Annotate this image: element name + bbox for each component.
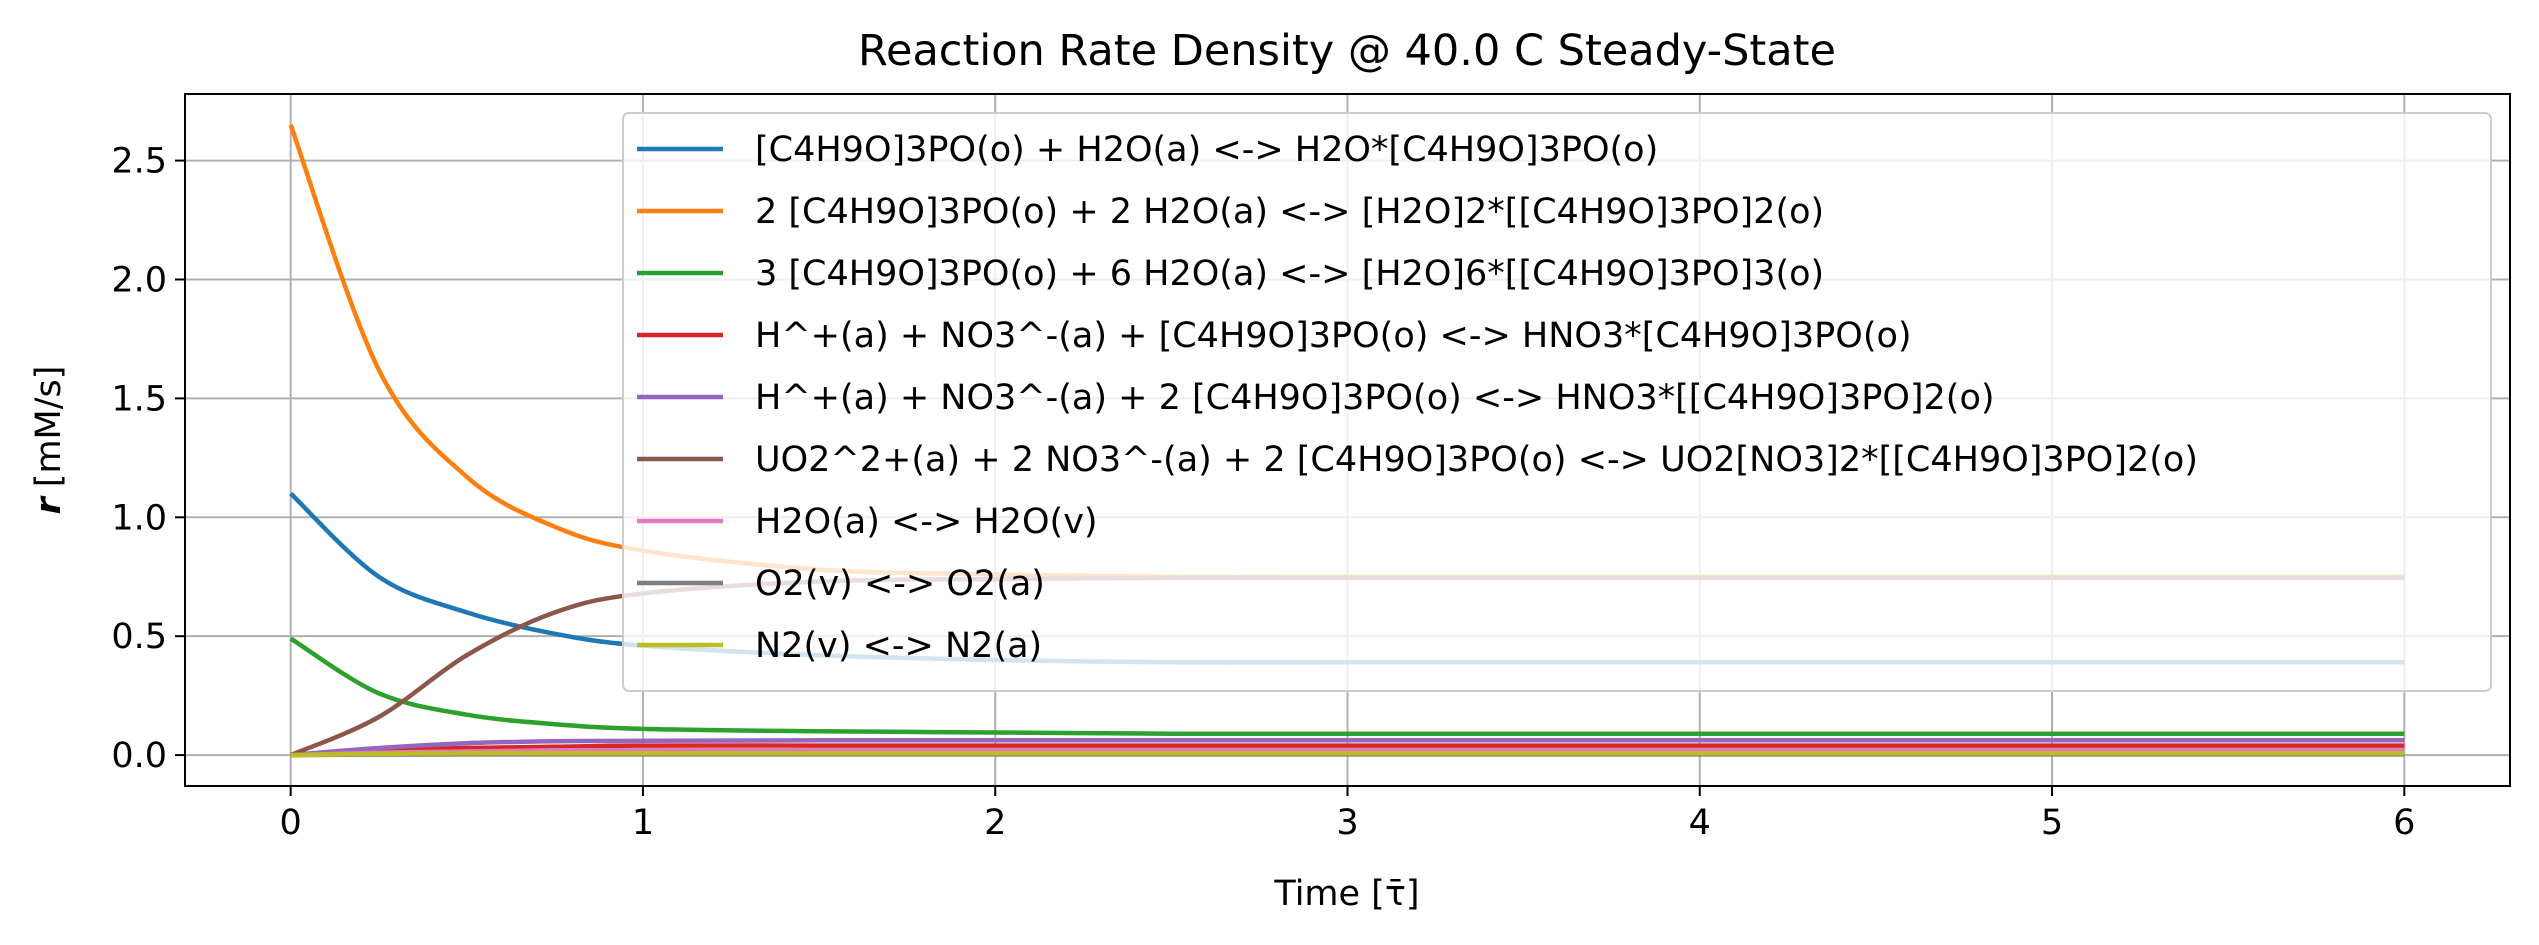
y-axis: 0.0 0.5 1.0 1.5 2.0 2.5: [111, 142, 185, 776]
x-tick-label: 6: [2393, 803, 2415, 843]
y-tick-label: 2.0: [111, 260, 167, 300]
series-line-4: [290, 743, 2405, 758]
legend-label: 2 [C4H9O]3PO(o) + 2 H2O(a) <-> [H2O]2*[[…: [755, 192, 1824, 232]
x-tick-label: 0: [280, 803, 302, 843]
x-tick-label: 3: [1336, 803, 1358, 843]
series-line-5: [290, 738, 2405, 758]
x-tick-label: 1: [632, 803, 654, 843]
y-tick-label: 1.0: [111, 498, 167, 538]
y-axis-symbol: r: [29, 494, 69, 514]
legend-label: UO2^2+(a) + 2 NO3^-(a) + 2 [C4H9O]3PO(o)…: [755, 440, 2198, 480]
legend-label: O2(v) <-> O2(a): [755, 564, 1045, 604]
legend-label: 3 [C4H9O]3PO(o) + 6 H2O(a) <-> [H2O]6*[[…: [755, 254, 1824, 294]
x-axis-label: Time [τ̄]: [1273, 874, 1419, 914]
legend-label: H^+(a) + NO3^-(a) + 2 [C4H9O]3PO(o) <-> …: [755, 378, 1995, 418]
y-tick-label: 1.5: [111, 379, 167, 419]
legend-label: H^+(a) + NO3^-(a) + [C4H9O]3PO(o) <-> HN…: [755, 316, 1912, 356]
y-tick-label: 0.0: [111, 736, 167, 776]
series-line-9: [290, 750, 2405, 758]
series-line-3: [289, 636, 2405, 737]
series-line-7: [290, 747, 2405, 758]
legend-label: N2(v) <-> N2(a): [755, 626, 1042, 666]
legend-items: [C4H9O]3PO(o) + H2O(a) <-> H2O*[C4H9O]3P…: [637, 130, 2198, 666]
legend-label: [C4H9O]3PO(o) + H2O(a) <-> H2O*[C4H9O]3P…: [755, 130, 1658, 170]
y-axis-label: r [mM/s]: [29, 366, 69, 515]
legend-label: H2O(a) <-> H2O(v): [755, 502, 1098, 542]
x-tick-label: 2: [984, 803, 1006, 843]
x-axis: 0 1 2 3 4 5 6: [280, 786, 2415, 843]
x-tick-label: 4: [1689, 803, 1711, 843]
y-tick-label: 0.5: [111, 617, 167, 657]
legend-box: [622, 112, 2492, 692]
y-axis-unit: [mM/s]: [29, 366, 69, 488]
x-tick-label: 5: [2041, 803, 2063, 843]
legend: [C4H9O]3PO(o) + H2O(a) <-> H2O*[C4H9O]3P…: [622, 112, 2492, 692]
y-tick-label: 2.5: [111, 142, 167, 182]
chart-title: Reaction Rate Density @ 40.0 C Steady-St…: [858, 26, 1836, 76]
